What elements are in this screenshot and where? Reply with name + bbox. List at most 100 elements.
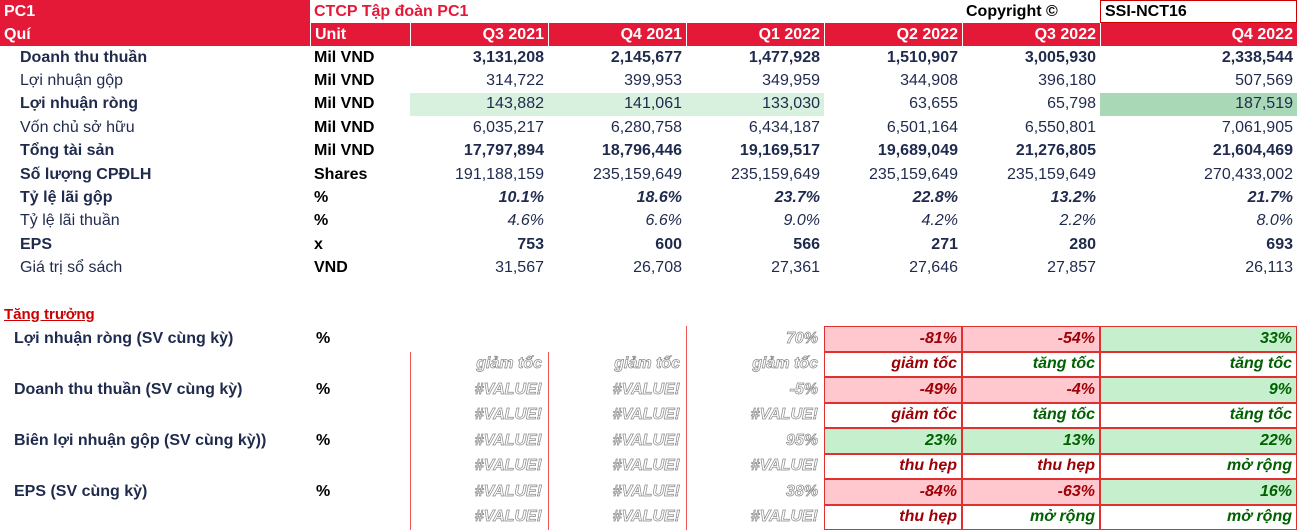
value: 133,030 [686, 92, 824, 117]
growth-value: tăng tốc [1100, 351, 1297, 377]
growth-value: giảm tốc [824, 402, 962, 428]
growth-value: -4% [962, 377, 1100, 403]
value: 753 [517, 235, 544, 253]
row-label: Lợi nhuận gộp [20, 72, 124, 90]
growth-label: EPS (SV cùng kỳ) [14, 482, 148, 500]
value: 235,159,649 [1007, 165, 1096, 183]
value: 27,646 [909, 259, 958, 277]
growth-unit: % [316, 482, 331, 500]
row-label: Tỷ lệ lãi gộp [20, 189, 113, 207]
row-label: EPS [20, 235, 53, 253]
value: 2,338,544 [1221, 48, 1293, 66]
row-label: Lợi nhuận ròng [20, 95, 139, 113]
row-label: Giá trị sổ sách [20, 259, 123, 277]
value: 19,169,517 [739, 142, 820, 160]
growth-value: thu hẹp [824, 504, 962, 530]
value: 27,857 [1047, 259, 1096, 277]
growth-label: Doanh thu thuần (SV cùng kỳ) [14, 380, 243, 398]
value: 600 [655, 235, 682, 253]
growth-value: -49% [824, 377, 962, 403]
value: 2,145,677 [610, 48, 682, 66]
growth-value: #VALUE! [548, 453, 686, 479]
value: 1,477,928 [748, 48, 820, 66]
value: 17,797,894 [463, 142, 544, 160]
unit: % [314, 189, 329, 207]
growth-value: mở rộng [1100, 453, 1297, 479]
value: 19,689,049 [877, 142, 958, 160]
growth-value: #VALUE! [686, 453, 824, 479]
value: 235,159,649 [731, 165, 820, 183]
growth-value: 70% [686, 326, 824, 352]
growth-label: Lợi nhuận ròng (SV cùng kỳ) [14, 329, 234, 347]
value: 22.8% [912, 189, 958, 207]
growth-value: 9% [1100, 377, 1297, 403]
value: 21,604,469 [1212, 142, 1293, 160]
value: 26,113 [1245, 259, 1293, 277]
company: CTCP Tập đoàn PC1 [314, 2, 469, 20]
growth-value: #VALUE! [548, 402, 686, 428]
value: 23.7% [774, 189, 820, 207]
row-label: Tỷ lệ lãi thuần [20, 212, 120, 230]
value: 9.0% [783, 212, 820, 230]
growth-value: mở rộng [962, 504, 1100, 530]
row-label: Số lượng CPĐLH [20, 165, 152, 183]
growth-value: tăng tốc [1100, 402, 1297, 428]
value: 65,798 [1047, 95, 1096, 113]
growth-value: tăng tốc [962, 351, 1100, 377]
growth-value: giảm tốc [548, 351, 686, 377]
value: 2.2% [1059, 212, 1096, 230]
growth-value: #VALUE! [410, 453, 548, 479]
growth-value: -54% [962, 326, 1100, 352]
growth-value: -63% [962, 479, 1100, 505]
growth-unit: % [316, 329, 331, 347]
value: 4.6% [507, 212, 544, 230]
growth-value: 23% [824, 428, 962, 454]
value: 6,434,187 [748, 118, 820, 136]
unit: Mil VND [314, 95, 375, 113]
column-header: Q3 2022 [962, 23, 1100, 46]
growth-value: -84% [824, 479, 962, 505]
growth-value: giảm tốc [410, 351, 548, 377]
value: 271 [931, 235, 958, 253]
growth-value: #VALUE! [686, 504, 824, 530]
unit: Mil VND [314, 72, 375, 90]
growth-value: #VALUE! [410, 428, 548, 454]
value: 10.1% [498, 189, 544, 207]
value: 344,908 [900, 72, 958, 90]
value: 399,953 [624, 72, 682, 90]
value: 187,519 [1100, 92, 1297, 117]
value: 31,567 [495, 259, 544, 277]
column-header: Q2 2022 [824, 23, 962, 46]
row-label: Vốn chủ sở hữu [20, 118, 135, 136]
value: 4.2% [921, 212, 958, 230]
growth-value: giảm tốc [824, 351, 962, 377]
column-header: Q1 2022 [686, 23, 824, 46]
growth-value: #VALUE! [548, 504, 686, 530]
value: 63,655 [909, 95, 958, 113]
growth-value: #VALUE! [686, 402, 824, 428]
value: 7,061,905 [1221, 118, 1293, 136]
value: 6,550,801 [1024, 118, 1096, 136]
growth-value: 95% [686, 428, 824, 454]
value: 26,708 [633, 259, 682, 277]
value: 8.0% [1256, 212, 1293, 230]
growth-value: thu hẹp [962, 453, 1100, 479]
growth-value: mở rộng [1100, 504, 1297, 530]
value: 235,159,649 [593, 165, 682, 183]
growth-value: -81% [824, 326, 962, 352]
value: 349,959 [762, 72, 820, 90]
copyright: Copyright © [966, 2, 1058, 20]
column-header: Q4 2021 [548, 23, 686, 46]
value: 191,188,159 [455, 165, 544, 183]
unit: Mil VND [314, 142, 375, 160]
value: 693 [1266, 235, 1293, 253]
unit: x [314, 235, 323, 253]
growth-value: #VALUE! [410, 377, 548, 403]
value: 270,433,002 [1204, 165, 1293, 183]
source: SSI-NCT16 [1100, 0, 1297, 23]
value: 6,280,758 [610, 118, 682, 136]
value: 3,005,930 [1024, 48, 1096, 66]
growth-value: #VALUE! [548, 377, 686, 403]
value: 396,180 [1038, 72, 1096, 90]
value: 13.2% [1050, 189, 1096, 207]
